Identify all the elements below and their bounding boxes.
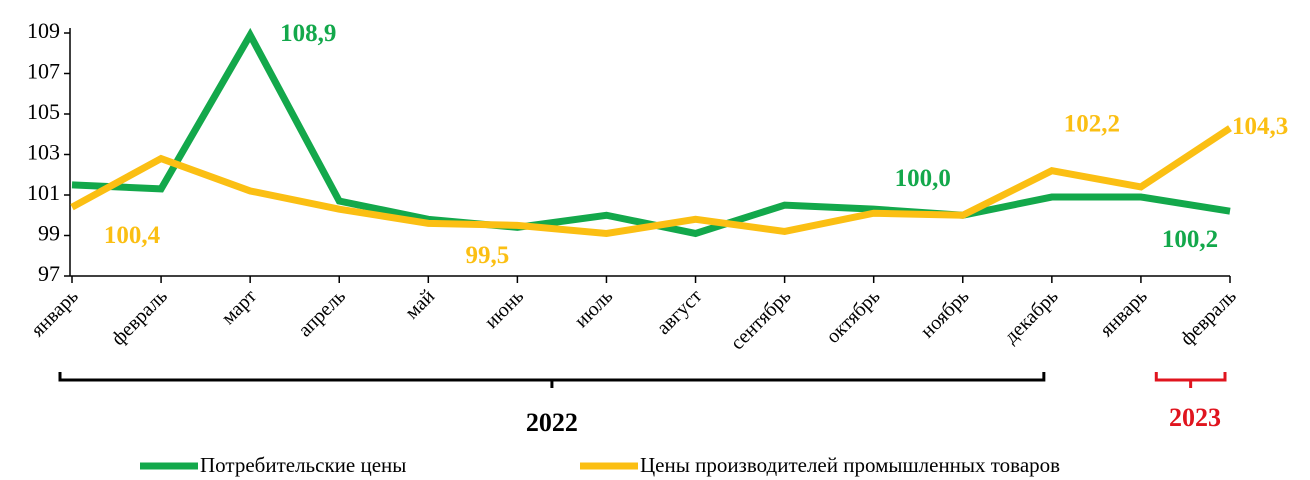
data-label: 100,0: [895, 165, 951, 192]
group-label: 2023: [1169, 403, 1221, 432]
x-tick-label: январь: [1096, 285, 1152, 341]
series-line: [70, 125, 1232, 238]
x-tick-label: октябрь: [822, 285, 885, 348]
data-label: 100,2: [1162, 226, 1218, 253]
x-tick-label: май: [401, 285, 439, 323]
y-tick-label: 105: [27, 99, 60, 124]
x-tick-label: январь: [27, 285, 83, 341]
x-tick-label: февраль: [107, 285, 172, 350]
y-tick-label: 99: [38, 221, 60, 246]
y-tick-label: 107: [27, 59, 60, 84]
x-tick-label: август: [652, 285, 706, 339]
x-tick-label: сентябрь: [726, 285, 795, 354]
y-tick-label: 109: [27, 18, 60, 43]
legend-label: Цены производителей промышленных товаров: [640, 453, 1060, 477]
x-tick-label: июль: [570, 285, 617, 332]
series-line: [71, 27, 1231, 238]
x-tick-label: декабрь: [1000, 285, 1063, 348]
group-bracket: [58, 372, 1046, 388]
legend-label: Потребительские цены: [200, 453, 406, 477]
data-label: 102,2: [1064, 110, 1120, 137]
group-bracket: [1154, 372, 1227, 388]
x-tick-label: февраль: [1176, 285, 1241, 350]
x-tick-label: март: [217, 285, 261, 329]
y-tick-label: 103: [27, 140, 60, 165]
data-label: 99,5: [466, 242, 510, 269]
data-label: 104,3: [1232, 113, 1288, 140]
data-label: 108,9: [280, 20, 336, 47]
data-label: 100,4: [104, 222, 161, 249]
x-tick-label: июнь: [480, 285, 528, 333]
group-label: 2022: [526, 408, 578, 437]
y-tick-label: 97: [38, 261, 60, 286]
y-tick-label: 101: [27, 180, 60, 205]
x-tick-label: ноябрь: [916, 285, 973, 342]
x-tick-label: апрель: [294, 285, 350, 341]
